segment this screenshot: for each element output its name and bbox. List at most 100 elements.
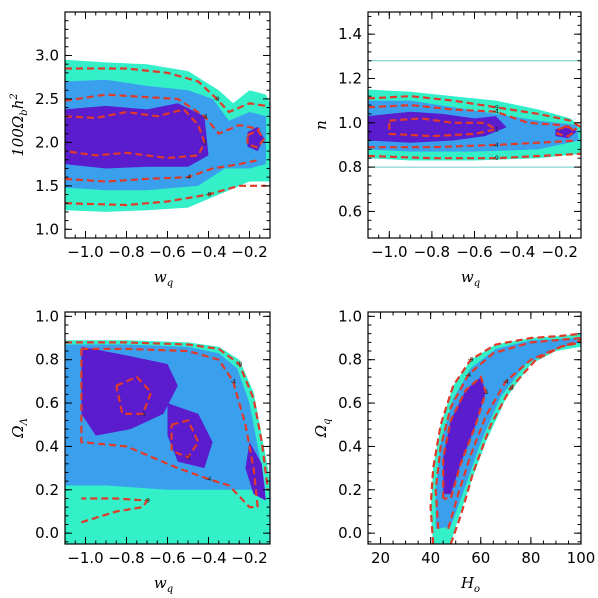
y-tick-label: 0.0 [338,524,362,542]
y-tick-label: 1.0 [338,307,362,325]
contour-label: -1 [493,126,499,133]
contour-label: -4 [201,113,207,120]
contour-2 [65,93,261,136]
x-tick-label: 40 [421,549,440,567]
x-axis-label: wq [154,268,173,289]
y-tick-label: 0.6 [35,394,59,412]
y-tick-label: 0.6 [338,202,362,220]
contour-4 [388,117,499,138]
x-tick-label: −0.2 [541,243,577,261]
x-tick-label: 80 [521,549,540,567]
contour-0 [65,67,267,114]
x-tick-label: 100 [567,549,596,567]
contour-label: -9 [493,104,499,111]
contour-4 [170,419,200,459]
plot-area: -9-9-4-4-1 [429,332,581,544]
contour-label: -4 [230,378,236,385]
y-tick-label: 0.2 [338,481,362,499]
contour-5 [81,497,149,524]
contour-label: -1 [483,389,489,396]
region-level-3-2 [81,346,178,436]
x-tick-label: −0.4 [499,243,535,261]
x-axis-label: Ho [460,574,480,595]
plot-area: -9 -9 -4 -4 -1 [65,59,270,212]
contour-2 [368,103,577,131]
contour-label: -9 [144,498,150,505]
y-tick-label: 0.4 [35,437,59,455]
contour-label: -9 [236,361,242,368]
contour-label: -9 [508,385,514,392]
region-level-3-2 [443,377,486,495]
contour-0 [65,341,270,490]
contour-label: -1 [140,411,146,418]
contour-label: -9 [214,96,220,103]
contour-label: -4 [503,378,509,385]
contour-label: -4 [493,142,499,149]
contour-label: -4 [493,109,499,116]
contour-1 [81,347,259,508]
x-tick-label: −0.8 [414,243,450,261]
contour-1 [368,152,581,160]
region-level-3-3 [167,403,213,469]
x-axis-label: wq [461,268,480,289]
contour-4 [442,375,487,500]
y-tick-label: 1.0 [338,114,362,132]
panel-4: -9-9-4-4-120 40 60 80 1000.00.20.40.60.81.0H… [312,307,595,595]
y-tick-label: 0.8 [35,351,59,369]
y-tick-label: 3.0 [35,46,59,64]
y-axis-label: ΩΛ [9,418,30,439]
contour-3 [447,339,581,530]
y-axis-label: n [312,120,330,130]
contour-label: -1 [201,139,207,146]
x-tick-label: 20 [371,549,390,567]
x-tick-label: −1.0 [371,243,407,261]
contour-label: -9 [493,155,499,162]
y-tick-label: 2.5 [35,90,59,108]
y-tick-label: 0.8 [338,158,362,176]
y-tick-label: 1.2 [338,69,362,87]
contour-label: -1 [185,454,191,461]
y-tick-label: 1.5 [35,177,59,195]
contour-2 [434,336,581,529]
plot-frame [367,311,582,545]
plot-area: -9-9-4-4-1 [368,60,581,168]
contour-3 [115,375,153,415]
y-tick-label: 1.0 [35,220,59,238]
contour-5 [246,128,266,149]
contour-label: -4 [206,476,212,483]
y-tick-label: 2.0 [35,133,59,151]
region-level-3-2 [65,103,209,169]
contour-0 [368,95,581,129]
y-tick-label: 1.4 [338,25,362,43]
x-tick-label: −1.0 [67,243,103,261]
y-tick-label: 0.2 [35,481,59,499]
contour-label: -9 [206,192,212,199]
x-tick-label: −1.0 [67,549,103,567]
panel-2: -9-9-4-4-1−1.0 −0.8 −0.6 −0.4 −0.20.60.81.01… [312,11,582,289]
contour-label: -4 [185,174,191,181]
contour-5 [556,124,577,138]
x-tick-label: −0.6 [149,243,185,261]
contour-0 [429,332,581,544]
x-tick-label: −0.4 [190,549,226,567]
contour-2 [80,348,258,509]
y-tick-label: 0.6 [338,394,362,412]
x-axis-label: wq [154,574,173,595]
contour-label: -9 [468,357,474,364]
y-axis-label: Ωq [312,419,333,439]
x-tick-label: −0.6 [149,549,185,567]
plot-area: -9 -4 -4 -1 -1 -9 [65,340,270,544]
contour-3 [65,158,261,183]
panel-1: -9 -9 -4 -4 -1 −1.0 −0.8 −0.6 −0.4 −0.2 1.0 1.5 2.0 2… [9,11,271,289]
x-tick-label: −0.2 [231,243,267,261]
contour-1 [449,341,581,544]
x-tick-label: −0.6 [456,243,492,261]
x-tick-label: −0.4 [190,243,226,261]
contour-label: -4 [465,372,471,379]
y-tick-label: 1.0 [35,307,59,325]
y-tick-label: 0.4 [338,437,362,455]
y-tick-label: 0.8 [338,351,362,369]
x-tick-label: −0.2 [231,549,267,567]
panel-3: -9 -4 -4 -1 -1 -9 −1.0 −0.8 −0.6 −0.4 −0.2 0.0 0.2 0.… [9,307,271,595]
